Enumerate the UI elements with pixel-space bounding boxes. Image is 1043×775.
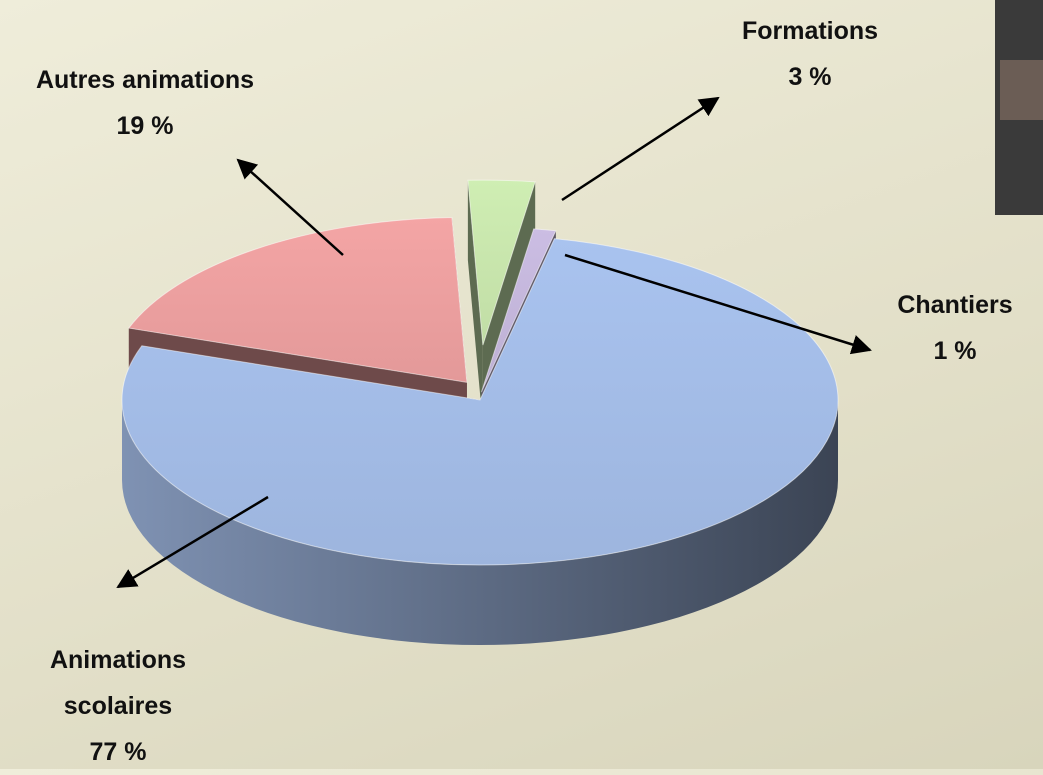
value-label: 1 %: [860, 328, 1043, 374]
pie: [122, 180, 838, 645]
category-label: Autres animations: [15, 57, 275, 103]
value-label: 19 %: [15, 103, 275, 149]
label: Animations scolaires 77 %: [18, 637, 218, 775]
category-label: Chantiers: [860, 282, 1043, 328]
label: Chantiers 1 %: [860, 282, 1043, 374]
label: Autres animations 19 %: [15, 57, 275, 149]
photo-detail: [1000, 60, 1043, 120]
category-label: Formations: [700, 8, 920, 54]
category-label: Animations scolaires: [18, 637, 218, 729]
value-label: 3 %: [700, 54, 920, 100]
slide: Autres animations 19 % Formations 3 % Ch…: [0, 0, 1043, 769]
arrow: [562, 98, 718, 200]
value-label: 77 %: [18, 729, 218, 775]
label: Formations 3 %: [700, 8, 920, 100]
